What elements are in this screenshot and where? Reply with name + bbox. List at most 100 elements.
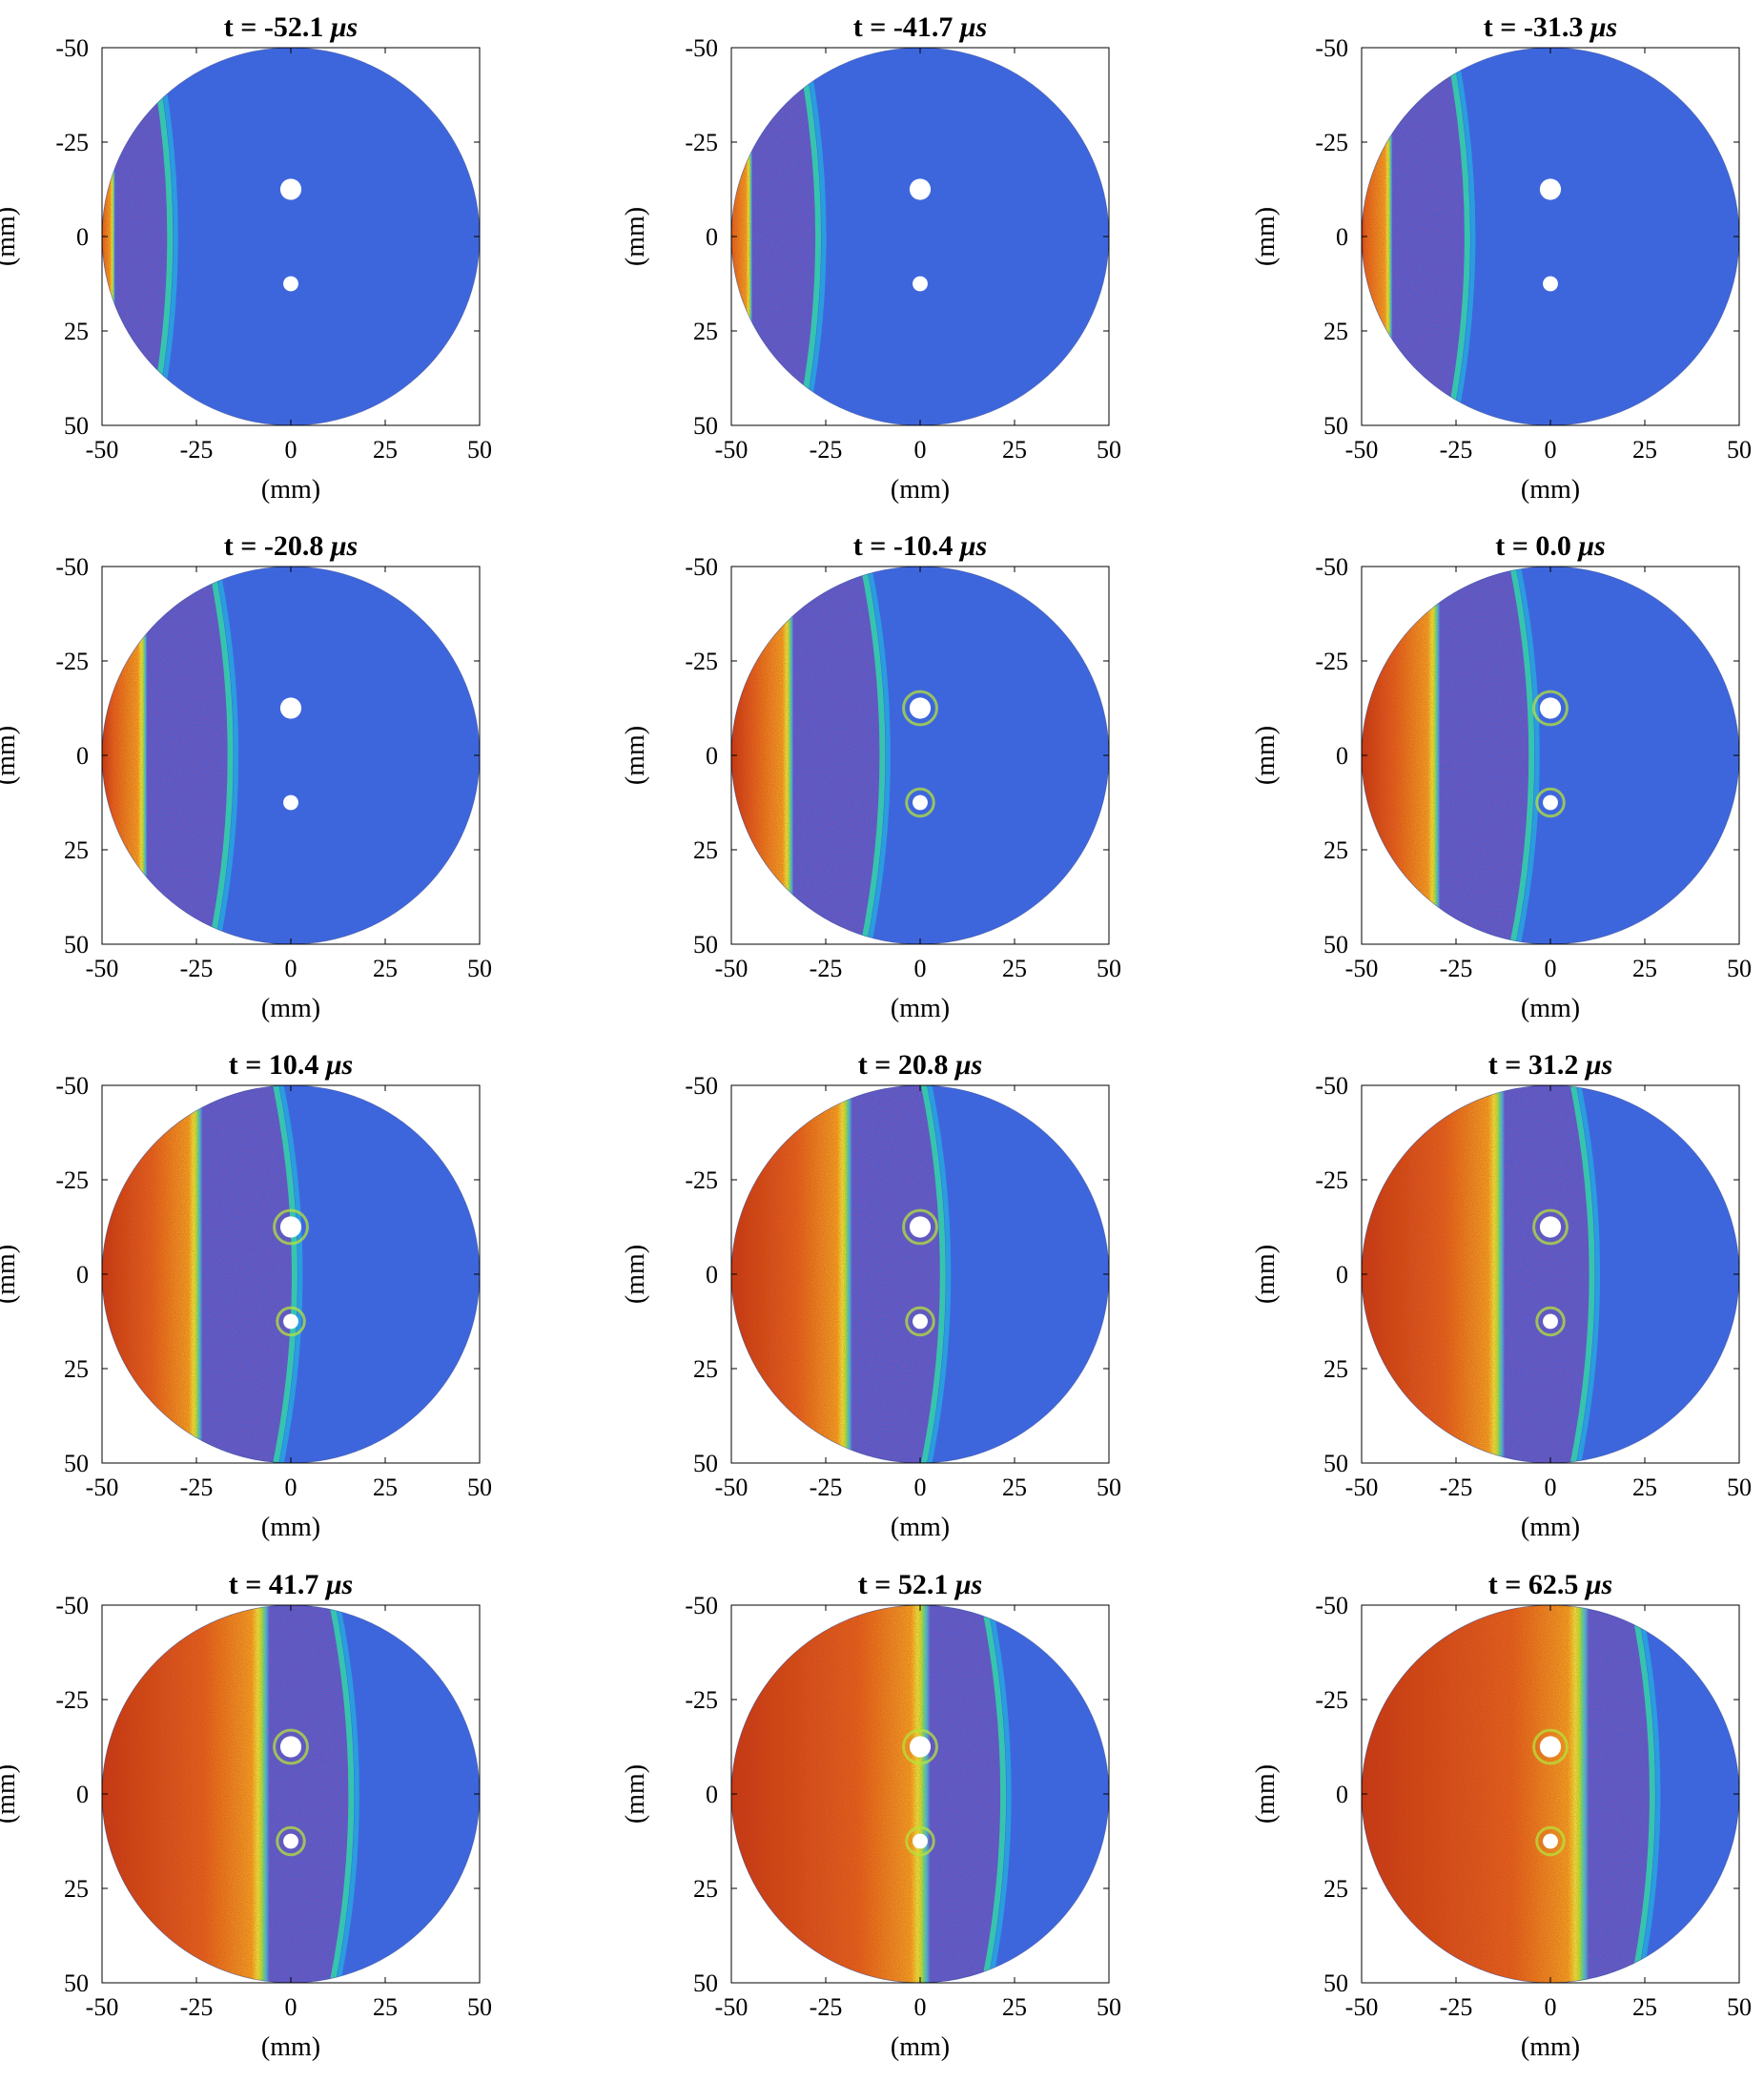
y-tick-label: -25 [685,1166,718,1194]
x-tick-label: 50 [467,1474,492,1501]
panel-title: t = -31.3 μs [1484,11,1617,43]
y-tick-label: -50 [55,553,89,581]
y-tick-label: -50 [1315,1592,1348,1619]
hole-1-2 [283,276,298,292]
y-tick-label: 0 [76,223,89,251]
y-tick-label: 50 [1323,1969,1348,1997]
y-tick-label: 25 [693,1875,718,1903]
y-tick-label: 50 [693,1450,718,1477]
x-tick-label: -50 [1345,955,1379,982]
y-tick-label: 25 [64,1875,89,1903]
x-tick-label: 50 [1727,1474,1752,1501]
wave-region-9 [1362,1085,1592,1463]
x-axis-label: (mm) [261,1513,320,1542]
wave-region-2 [731,48,819,425]
hole-8-1 [909,1216,932,1238]
x-tick-label: 0 [1545,1474,1557,1501]
hole-6-2 [1543,794,1558,811]
hole-12-2 [1543,1833,1558,1849]
x-axis-label: (mm) [1521,475,1580,505]
hole-9-2 [1543,1313,1558,1330]
wave-region-10 [102,1605,352,1983]
x-tick-label: 25 [373,1474,398,1501]
hole-11-2 [913,1833,928,1849]
y-axis-label: (mm) [0,1245,21,1304]
y-tick-label: 25 [1323,1875,1348,1903]
x-tick-label: 0 [1545,955,1557,982]
wave-region-11 [731,1605,1004,1983]
wave-region-5 [731,567,883,944]
y-tick-label: -50 [1315,553,1348,581]
y-axis-label: (mm) [621,207,650,266]
x-axis-label: (mm) [891,994,950,1023]
x-tick-label: 50 [467,436,492,464]
x-tick-label: -25 [180,955,214,982]
hole-6-1 [1539,697,1562,719]
x-tick-label: -25 [810,955,843,982]
y-tick-label: 50 [1323,931,1348,959]
x-axis-label: (mm) [261,475,320,505]
x-tick-label: -50 [86,436,119,464]
hole-11-1 [909,1736,932,1758]
y-tick-label: 25 [1323,318,1348,345]
x-tick-label: 50 [1097,436,1121,464]
x-axis-label: (mm) [891,1513,950,1542]
x-tick-label: 25 [1632,955,1657,982]
y-tick-label: 25 [64,1355,89,1383]
x-tick-label: -25 [810,1474,843,1501]
x-tick-label: 50 [1097,1474,1121,1501]
y-tick-label: -25 [55,129,89,156]
x-axis-label: (mm) [1521,994,1580,1023]
x-tick-label: 0 [1545,436,1557,464]
panel-title: t = 31.2 μs [1488,1049,1612,1081]
panel-title: t = -41.7 μs [853,11,987,43]
x-tick-label: 0 [285,436,297,464]
y-tick-label: -25 [55,1686,89,1714]
y-tick-label: 0 [706,1261,718,1288]
y-axis-label: (mm) [1251,207,1281,266]
x-tick-label: -50 [715,1993,749,2021]
x-tick-label: 25 [1002,1474,1027,1501]
x-tick-label: -25 [810,1993,843,2021]
y-tick-label: 50 [64,1450,89,1477]
x-axis-label: (mm) [891,475,950,505]
hole-5-2 [913,794,928,811]
y-tick-label: 0 [1336,1261,1348,1288]
y-tick-label: -50 [1315,1072,1348,1100]
hole-9-1 [1539,1216,1562,1238]
y-tick-label: 25 [693,836,718,864]
y-tick-label: -25 [1315,129,1348,156]
wave-region-4 [102,567,231,944]
y-axis-label: (mm) [621,1764,650,1824]
x-axis-label: (mm) [1521,2032,1580,2062]
wave-region-6 [1362,567,1532,944]
x-tick-label: 0 [914,1474,927,1501]
panel-title: t = 20.8 μs [858,1049,982,1081]
x-tick-label: 0 [285,1474,297,1501]
wave-region-8 [731,1085,943,1463]
x-tick-label: 0 [285,1993,297,2021]
panel-title: t = -20.8 μs [224,530,358,562]
x-tick-label: 25 [1632,1993,1657,2021]
wave-region-7 [102,1085,295,1463]
y-tick-label: -25 [685,129,718,156]
hole-1-1 [279,178,302,200]
x-tick-label: -50 [86,1993,119,2021]
y-tick-label: 0 [76,1261,89,1288]
x-axis-label: (mm) [261,2032,320,2062]
y-tick-label: -25 [1315,1166,1348,1194]
y-tick-label: 0 [76,1781,89,1808]
wave-region-12 [1362,1605,1652,1983]
x-tick-label: 50 [1727,1993,1752,2021]
wave-region-3 [1362,48,1467,425]
y-tick-label: -50 [55,1072,89,1100]
hole-12-1 [1539,1736,1562,1758]
y-tick-label: -50 [685,34,718,62]
y-tick-label: 50 [64,931,89,959]
